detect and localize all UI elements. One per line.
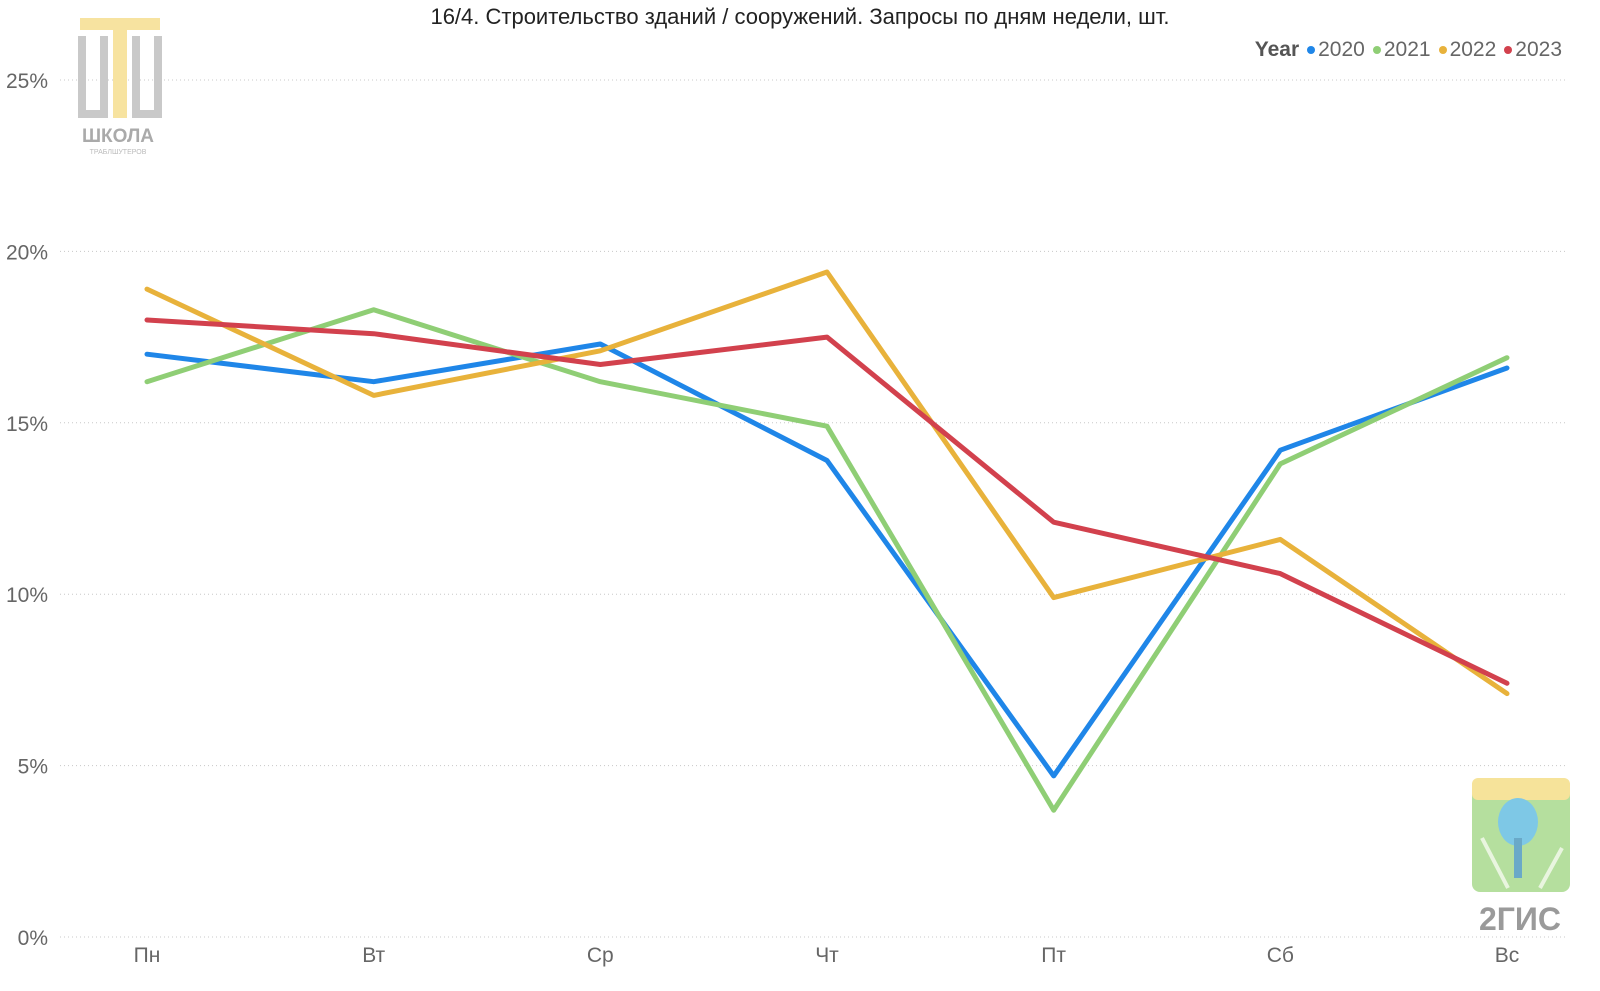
x-tick-label: Вт <box>362 944 385 967</box>
legend-dot-icon <box>1307 46 1316 54</box>
y-tick-label: 20% <box>6 241 48 264</box>
school-logo-text: ШКОЛА <box>82 126 154 147</box>
2gis-logo-icon: 2ГИС <box>1472 778 1570 937</box>
legend-label: 2021 <box>1383 38 1431 61</box>
y-tick-label: 0% <box>18 927 48 950</box>
x-tick-label: Пт <box>1041 944 1066 967</box>
x-tick-label: Вс <box>1495 944 1520 967</box>
legend-dot-icon <box>1372 46 1381 54</box>
legend-label: 2020 <box>1318 38 1365 61</box>
legend-item-2020[interactable]: 2020 <box>1307 38 1365 62</box>
legend-dot-icon <box>1438 46 1447 54</box>
legend-label: 2023 <box>1515 38 1562 61</box>
legend-item-2023[interactable]: 2023 <box>1504 38 1562 62</box>
2gis-logo-text: 2ГИС <box>1479 901 1561 937</box>
x-tick-label: Сб <box>1267 944 1294 967</box>
series-line-2021 <box>144 307 1510 813</box>
school-logo-icon: ШКОЛА ТРАБЛШУТЕРОВ <box>78 18 162 156</box>
y-tick-label: 25% <box>6 70 48 93</box>
legend-title: Year <box>1254 38 1300 61</box>
y-tick-label: 5% <box>18 756 48 779</box>
legend-dot-icon <box>1504 46 1513 54</box>
legend-label: 2022 <box>1449 38 1497 61</box>
x-tick-label: Чт <box>815 944 839 967</box>
legend-item-2022[interactable]: 2022 <box>1438 38 1497 62</box>
series-line-2020 <box>144 341 1510 779</box>
y-tick-label: 10% <box>6 584 48 607</box>
legend-item-2021[interactable]: 2021 <box>1372 38 1431 62</box>
x-tick-label: Ср <box>587 944 614 967</box>
legend: Year 2020 2021 2022 2023 <box>1255 38 1562 62</box>
series-line-2023 <box>144 317 1510 686</box>
y-tick-label: 15% <box>6 413 48 436</box>
chart-title: 16/4. Строительство зданий / сооружений.… <box>430 4 1170 29</box>
school-logo-subtext: ТРАБЛШУТЕРОВ <box>90 149 147 156</box>
x-tick-label: Пн <box>134 944 161 967</box>
series-line-2022 <box>144 269 1510 697</box>
